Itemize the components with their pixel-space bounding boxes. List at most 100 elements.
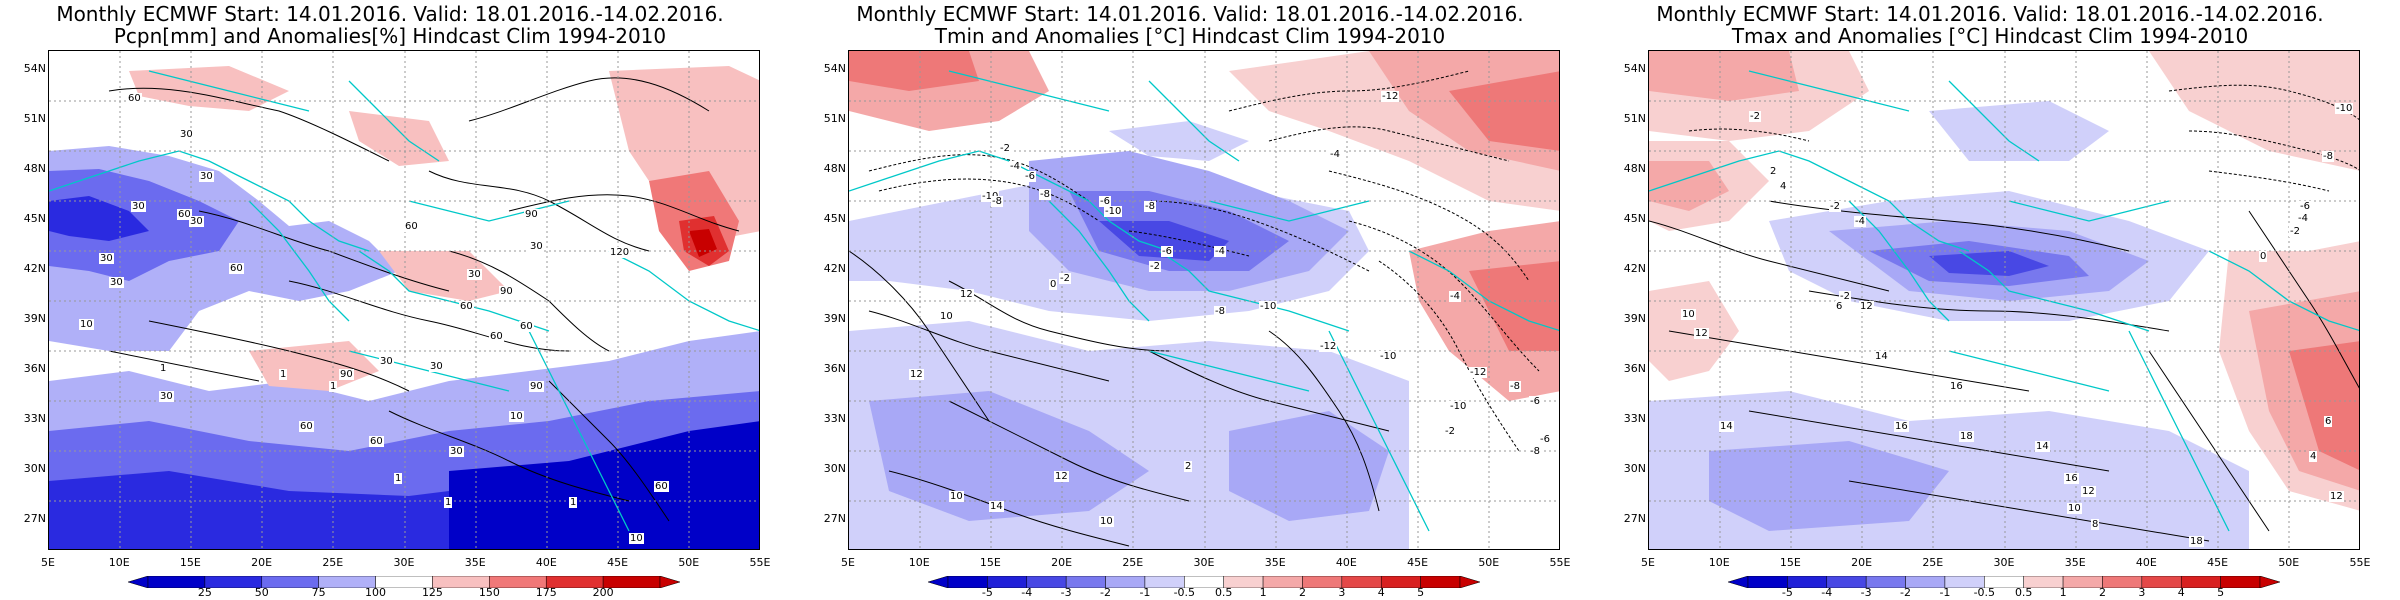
colorbar-tick-label: -2 [1100,586,1112,599]
colorbar-tick-label: 0.5 [2014,586,2033,599]
longitude-label: 20E [1851,556,1873,569]
contour-label: 90 [524,209,539,220]
latitude-label: 30N [23,462,46,475]
latitude-label: 30N [823,462,846,475]
longitude-label: 35E [464,556,486,569]
longitude-label: 5E [1641,556,1655,569]
contour-label: 1 [444,497,453,508]
contour-label: 30 [449,446,464,457]
contour-label: 2 [1184,461,1193,472]
latitude-label: 45N [23,212,46,225]
colorbar-tick-label: 125 [421,586,443,599]
contour-label: -10 [2335,103,2354,114]
contour-label: 90 [529,381,544,392]
colorbar-min-arrow [1728,576,1749,588]
colorbar-tick-label: -1 [1939,586,1951,599]
contour-label: 12 [1694,328,1709,339]
latitude-label: 33N [1623,412,1646,425]
contour-label: -2 [999,143,1011,154]
contour-label: -4 [1854,216,1866,227]
precipitation-map: 60 30 30 30 60 30 30 30 60 30 90 60 30 120 30 90 60 60 60 3… [48,50,760,550]
contour-label: 60 [459,301,474,312]
contour-label: -12 [1381,91,1400,102]
contour-label: 1 [569,497,578,508]
longitude-label: 30E [393,556,415,569]
contour-label: -10 [1259,301,1278,312]
contour-label: 10 [1681,309,1696,320]
contour-label: 12 [959,289,974,300]
colorbar-tick-label: -0.5 [1973,586,1996,599]
colorbar-tick-label: 5 [1417,586,1425,599]
contour-label: 12 [1859,301,1874,312]
contour-label: -4 [1329,149,1341,160]
contour-label: -2 [1839,291,1851,302]
longitude-label: 20E [1051,556,1073,569]
contour-label: -10 [1449,401,1468,412]
contour-label: 2 [1769,166,1778,177]
contour-label: 30 [189,216,204,227]
contour-label: 16 [2064,473,2079,484]
longitude-label: 50E [2278,556,2300,569]
longitude-label: 10E [108,556,130,569]
contour-label: -6 [1161,246,1173,257]
colorbar-tick-label: 0.5 [1214,586,1233,599]
longitude-label: 35E [1264,556,1286,569]
contour-label: 12 [1054,471,1069,482]
longitude-label: 55E [749,556,771,569]
contour-label: 10 [79,319,94,330]
colorbar-tick-label: 100 [365,586,387,599]
contour-label: -8 [1214,306,1226,317]
contour-label: 120 [609,247,631,258]
colorbar-tick-label: -4 [1021,586,1033,599]
colorbar-tick-label: 75 [311,586,326,599]
colorbar-tick-label: 150 [478,586,500,599]
contour-label: -10 [1104,206,1123,217]
contour-label: -6 [1529,396,1541,407]
longitude-label: 30E [1193,556,1215,569]
colorbar-tick-label: 4 [2177,586,2185,599]
latitude-label: 42N [23,262,46,275]
tmax-colorbar [1728,576,2280,588]
latitude-label: 51N [823,112,846,125]
contour-label: 60 [489,331,504,342]
contour-label: 60 [654,481,669,492]
contour-label: -2 [2289,226,2301,237]
latitude-label: 48N [823,162,846,175]
colorbar-tick-label: 3 [1338,586,1346,599]
latitude-label: 54N [1623,62,1646,75]
contour-label: 60 [177,209,192,220]
contour-label: -10 [1379,351,1398,362]
tmin-colorbar [928,576,1480,588]
colorbar-tick-label: 2 [2098,586,2106,599]
colorbar-tick-label: -1 [1139,586,1151,599]
contour-label: 0 [2259,251,2268,262]
contour-label: 12 [2081,486,2096,497]
latitude-label: 33N [23,412,46,425]
latitude-label: 51N [1623,112,1646,125]
latitude-label: 51N [23,112,46,125]
contour-label: 10 [1099,516,1114,527]
contour-label: -6 [2299,201,2311,212]
colorbar-tick-label: -5 [981,586,993,599]
longitude-label: 25E [1922,556,1944,569]
longitude-label: 35E [2064,556,2086,569]
contour-label: 60 [127,93,142,104]
contour-label: 0 [1049,279,1058,290]
contour-label: -6 [1099,196,1111,207]
longitude-label: 45E [1407,556,1429,569]
tmax-map: -2 -10 -8 -6 -4 -2 0 2 4 6 -2 10 12 14 16 14 16 18 12 10 8 6 4… [1648,50,2360,550]
contour-label: 30 [429,361,444,372]
contour-label: 6 [1835,301,1844,312]
latitude-label: 36N [1623,362,1646,375]
latitude-label: 33N [823,412,846,425]
contour-label: -4 [1449,291,1461,302]
contour-label: -2 [1149,261,1161,272]
colorbar-tick-label: 2 [1298,586,1306,599]
contour-label: 14 [2035,441,2050,452]
panel-title-line2: Pcpn[mm] and Anomalies[%] Hindcast Clim … [113,24,667,48]
longitude-label: 50E [1478,556,1500,569]
latitude-label: 45N [823,212,846,225]
contour-label: 6 [2324,416,2333,427]
latitude-label: 48N [23,162,46,175]
contour-label: 18 [1959,431,1974,442]
